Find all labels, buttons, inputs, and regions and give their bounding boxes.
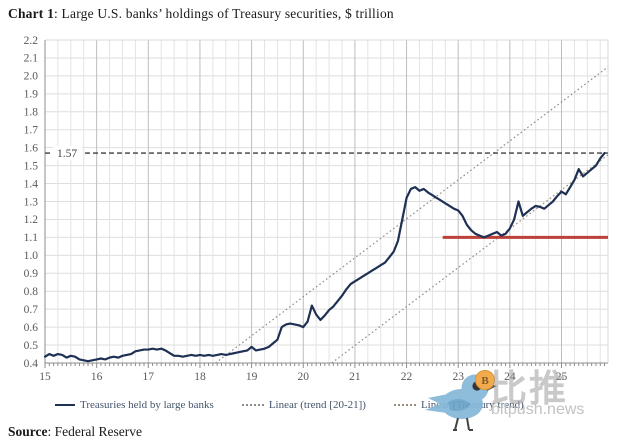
svg-text:19: 19: [246, 371, 258, 383]
svg-text:23: 23: [452, 371, 464, 383]
svg-text:22: 22: [401, 371, 413, 383]
svg-text:0.8: 0.8: [24, 286, 39, 298]
legend-label: Treasuries held by large banks: [80, 399, 214, 411]
legend-dotted-line-sample: [393, 404, 416, 406]
source-text: : Federal Reserve: [47, 424, 142, 439]
legend-item-treasury-trend: Linear (Treasury trend): [393, 399, 524, 411]
svg-text:1.3: 1.3: [24, 196, 39, 208]
chart-title: Chart 1: Large U.S. banks’ holdings of T…: [8, 6, 394, 22]
svg-text:2.2: 2.2: [24, 35, 39, 47]
treasuries-series-line: [43, 151, 606, 363]
svg-text:15: 15: [39, 371, 51, 383]
svg-text:24: 24: [504, 371, 516, 383]
svg-text:0.6: 0.6: [24, 322, 39, 334]
svg-text:1.9: 1.9: [24, 89, 39, 101]
x-axis-labels: 15 16 17 18 19 20 21 22 23 24 25: [39, 371, 567, 383]
svg-text:1.7: 1.7: [24, 125, 39, 137]
chart-legend: Treasuries held by large banks Linear (t…: [55, 399, 524, 411]
svg-text:1.1: 1.1: [24, 232, 39, 244]
legend-label: Linear (trend [20-21]): [268, 399, 366, 411]
svg-text:1.0: 1.0: [24, 250, 39, 262]
svg-text:1.4: 1.4: [24, 178, 39, 190]
svg-text:0.9: 0.9: [24, 268, 39, 280]
svg-text:20: 20: [298, 371, 310, 383]
svg-text:21: 21: [349, 371, 361, 383]
source-note: Source: Federal Reserve: [8, 424, 142, 440]
legend-solid-line-sample: [55, 404, 75, 406]
x-axis-ticks: [44, 363, 606, 368]
svg-text:17: 17: [143, 371, 155, 383]
source-label: Source: [8, 424, 48, 439]
y-axis-labels: 2.2 2.1 2.0 1.9 1.8 1.7 1.6 1.5 1.4 1.3 1.2 1.1 1.0 0…: [24, 35, 39, 370]
legend-dotted-line-sample: [241, 404, 264, 406]
svg-text:1.5: 1.5: [24, 160, 39, 172]
svg-text:0.5: 0.5: [24, 340, 39, 352]
svg-text:1.2: 1.2: [24, 214, 39, 226]
legend-label: Linear (Treasury trend): [420, 399, 524, 411]
reference-label-bg: [53, 146, 82, 161]
svg-text:25: 25: [556, 371, 568, 383]
legend-item-trend-20-21: Linear (trend [20-21]): [241, 399, 366, 411]
svg-text:16: 16: [91, 371, 103, 383]
svg-text:1.6: 1.6: [24, 142, 39, 154]
reference-label: 1.57: [57, 148, 77, 160]
svg-text:1.8: 1.8: [24, 107, 39, 119]
legend-item-treasuries: Treasuries held by large banks: [55, 399, 214, 411]
svg-text:18: 18: [194, 371, 206, 383]
svg-text:2.1: 2.1: [24, 53, 39, 65]
svg-text:2.0: 2.0: [24, 71, 39, 83]
chart-title-text: : Large U.S. banks’ holdings of Treasury…: [54, 6, 394, 21]
trend-line-1: [331, 154, 609, 364]
chart-title-prefix: Chart 1: [8, 6, 55, 21]
svg-text:0.4: 0.4: [24, 358, 39, 370]
svg-text:0.7: 0.7: [24, 304, 39, 316]
